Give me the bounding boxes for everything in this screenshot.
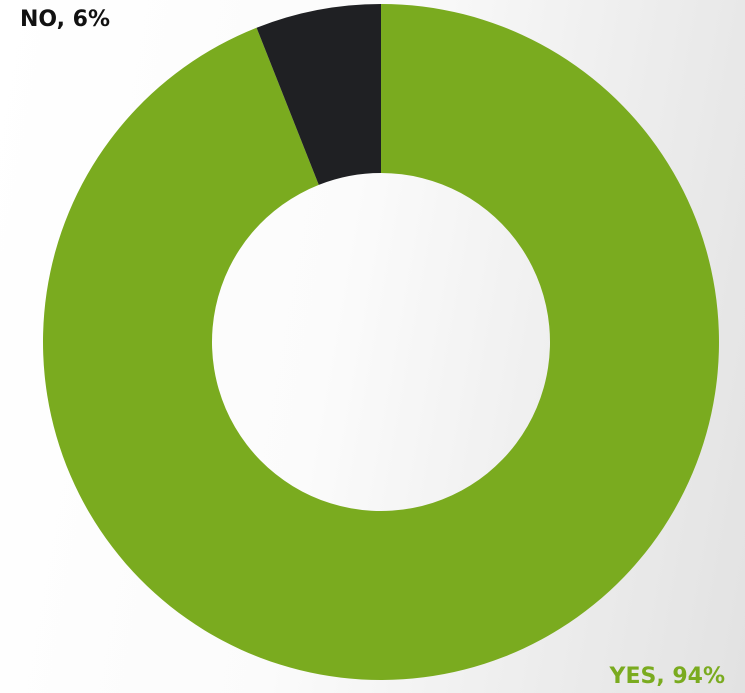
donut-slice [42,4,719,680]
data-label: NO, 6% [20,7,110,32]
donut-slice [256,4,381,185]
data-label: YES, 94% [609,664,725,689]
